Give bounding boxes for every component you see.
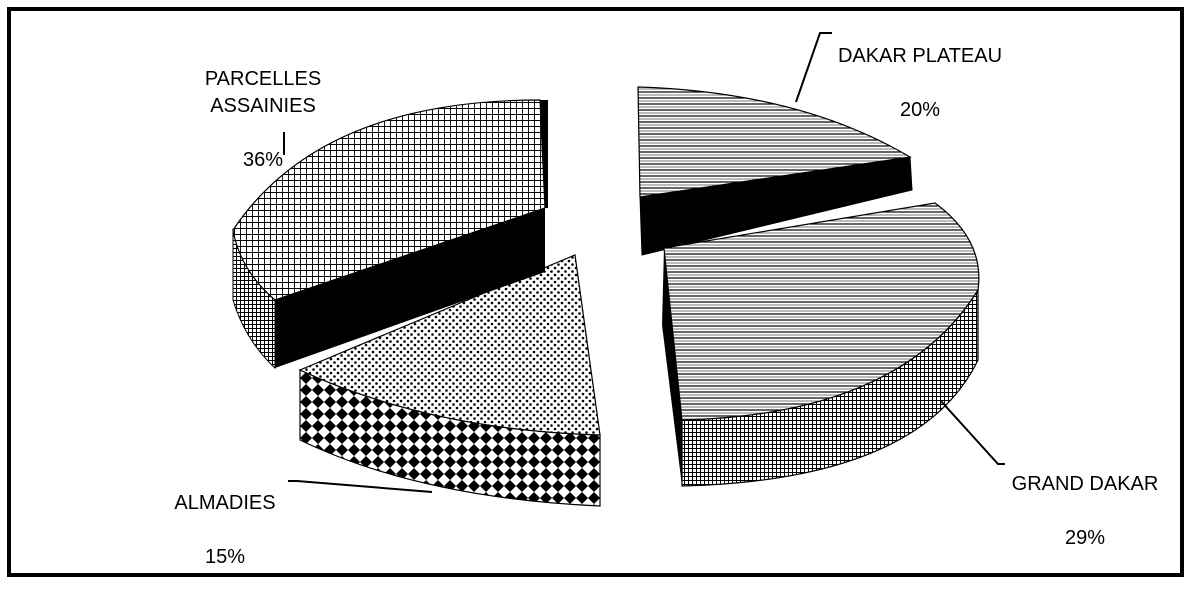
pie-chart [232, 32, 1005, 507]
slice-grand-dakar [662, 202, 980, 487]
slice-percent: 29% [1064, 527, 1106, 549]
slice-grand-dakar-top [663, 202, 980, 421]
data-label-grand-dakar: GRAND DAKAR 29% [990, 444, 1180, 579]
slice-almadies-top [298, 254, 601, 436]
slice-name: ALMADIES [174, 492, 276, 514]
slice-name: GRAND DAKAR [1011, 473, 1159, 495]
slice-name: PARCELLES ASSAINIES [204, 68, 322, 117]
slice-grand-dakar-inner-side [662, 248, 682, 486]
slice-parcelles-assainies-front [275, 208, 545, 368]
slice-dakar-plateau-top [637, 86, 912, 198]
slice-dakar-plateau [637, 86, 913, 256]
slice-name: DAKAR PLATEAU [837, 45, 1003, 67]
leader-line-dakar-plateau [795, 32, 832, 103]
leader-line-almadies [288, 480, 433, 493]
slice-percent: 15% [204, 546, 246, 568]
data-label-dakar-plateau: DAKAR PLATEAU 20% [820, 16, 1020, 151]
slice-parcelles-assainies-top [232, 99, 546, 301]
data-label-parcelles-assainies: PARCELLES ASSAINIES 36% [188, 39, 338, 201]
leader-line-grand-dakar [939, 399, 1005, 465]
slice-almadies [298, 254, 601, 507]
slice-parcelles-assainies-side [232, 228, 276, 370]
data-label-almadies: ALMADIES 15% [150, 463, 300, 598]
slice-parcelles-assainies [232, 99, 548, 370]
slice-percent: 20% [899, 99, 941, 121]
slice-percent: 36% [242, 149, 284, 171]
